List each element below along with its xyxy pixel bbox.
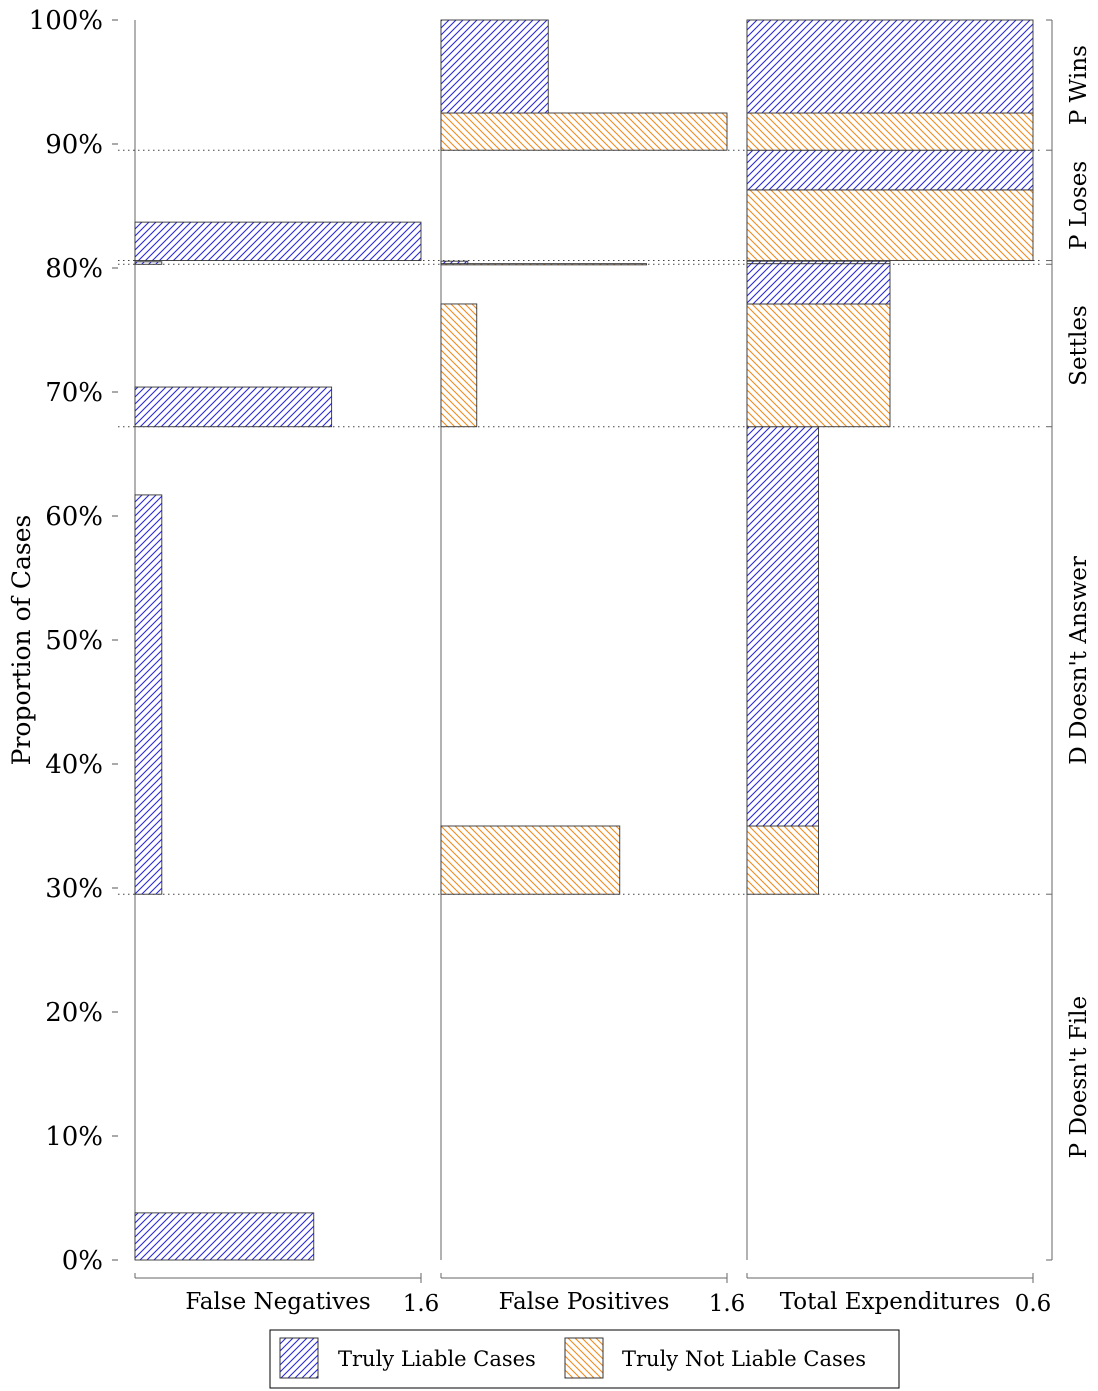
bar-total-expenditures-4 bbox=[746, 260, 891, 265]
bar-total-expenditures-3 bbox=[746, 263, 891, 305]
region-label-p-wins: P Wins bbox=[1066, 45, 1092, 125]
x-axis-label-total-expenditures: Total Expenditures bbox=[780, 1289, 1000, 1315]
bar-false-positives-4 bbox=[440, 112, 728, 151]
y-tick-label-6: 60% bbox=[45, 502, 103, 532]
y-tick-label-3: 30% bbox=[45, 874, 103, 904]
bar-false-positives-5 bbox=[440, 19, 549, 114]
y-tick-label-4: 40% bbox=[45, 750, 103, 780]
y-tick-label-1: 10% bbox=[45, 1122, 103, 1152]
bar-false-negatives-4 bbox=[134, 221, 422, 262]
region-label-p-doesn-t-file: P Doesn't File bbox=[1066, 996, 1092, 1158]
bar-total-expenditures-6 bbox=[746, 149, 1034, 191]
x-axis-label-false-positives: False Positives bbox=[499, 1289, 670, 1315]
bars bbox=[134, 19, 1034, 1261]
bar-false-positives-1 bbox=[440, 303, 478, 428]
legend: Truly Liable Cases Truly Not Liable Cases bbox=[269, 1329, 900, 1389]
axis-labels: 0% 10% 20% 30% 40% 50% 60% 70% 80% 90% 100% Proport… bbox=[7, 6, 1092, 1317]
region-label-p-loses: P Loses bbox=[1066, 161, 1092, 250]
bar-total-expenditures-1 bbox=[746, 426, 819, 827]
x-axis-max-label-0: 1.6 bbox=[403, 1291, 440, 1317]
x-axis-max-label-1: 1.6 bbox=[709, 1291, 746, 1317]
legend-swatch-truly-not-liable-cases bbox=[564, 1337, 604, 1379]
legend-swatch-truly-liable-cases bbox=[279, 1337, 319, 1379]
y-tick-label-8: 80% bbox=[45, 254, 103, 284]
y-tick-label-0: 0% bbox=[62, 1246, 103, 1276]
region-boundary-lines bbox=[118, 149, 1042, 895]
legend-label-truly-liable-cases: Truly Liable Cases bbox=[338, 1347, 536, 1371]
x-axis-label-false-negatives: False Negatives bbox=[185, 1289, 370, 1315]
bar-false-positives-3 bbox=[440, 263, 648, 266]
legend-label-truly-not-liable-cases: Truly Not Liable Cases bbox=[622, 1347, 866, 1371]
bar-false-negatives-1 bbox=[134, 494, 163, 895]
bar-false-negatives-3 bbox=[134, 261, 163, 265]
y-tick-label-7: 70% bbox=[45, 378, 103, 408]
bar-total-expenditures-8 bbox=[746, 19, 1034, 114]
y-tick-label-5: 50% bbox=[45, 626, 103, 656]
y-axis-title: Proportion of Cases bbox=[7, 515, 36, 766]
region-label-d-doesn-t-answer: D Doesn't Answer bbox=[1066, 556, 1092, 765]
bar-false-negatives-0 bbox=[134, 1212, 315, 1261]
bar-total-expenditures-0 bbox=[746, 825, 819, 895]
region-label-settles: Settles bbox=[1066, 305, 1092, 386]
y-tick-label-2: 20% bbox=[45, 998, 103, 1028]
bar-total-expenditures-2 bbox=[746, 303, 891, 428]
bar-false-negatives-2 bbox=[134, 386, 333, 428]
y-tick-label-9: 90% bbox=[45, 130, 103, 160]
y-tick-label-10: 100% bbox=[29, 6, 103, 36]
bar-total-expenditures-5 bbox=[746, 189, 1034, 262]
bar-false-positives-0 bbox=[440, 825, 621, 895]
bar-total-expenditures-7 bbox=[746, 112, 1034, 151]
x-axis-max-label-2: 0.6 bbox=[1015, 1291, 1052, 1317]
